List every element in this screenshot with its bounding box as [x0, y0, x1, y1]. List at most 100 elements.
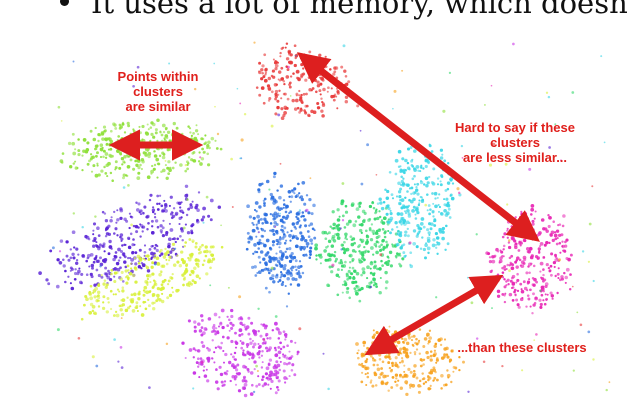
- scatter-point: [316, 106, 321, 110]
- scatter-point: [72, 60, 75, 63]
- scatter-point: [283, 241, 287, 245]
- scatter-point: [269, 387, 272, 390]
- scatter-point: [293, 192, 296, 195]
- scatter-point: [433, 344, 437, 349]
- scatter-point: [276, 363, 281, 368]
- scatter-point: [299, 195, 304, 199]
- scatter-point: [97, 173, 101, 177]
- scatter-point: [280, 77, 284, 81]
- scatter-point: [326, 90, 329, 93]
- scatter-point: [274, 369, 278, 373]
- scatter-point: [252, 252, 255, 255]
- scatter-point: [153, 280, 157, 284]
- scatter-point: [413, 364, 417, 368]
- scatter-point: [298, 219, 301, 222]
- scatter-point: [539, 261, 544, 266]
- scatter-point: [539, 289, 542, 293]
- scatter-point: [150, 265, 154, 269]
- scatter-point: [272, 277, 275, 280]
- scatter-point: [395, 195, 399, 198]
- scatter-point: [291, 277, 296, 281]
- scatter-point: [130, 215, 134, 219]
- scatter-point: [113, 271, 117, 275]
- scatter-point: [182, 152, 187, 156]
- scatter-point: [392, 107, 394, 110]
- scatter-point: [214, 330, 218, 334]
- scatter-point: [410, 192, 413, 196]
- scatter-point: [122, 186, 126, 189]
- scatter-point: [401, 204, 406, 208]
- scatter-point: [519, 282, 523, 286]
- scatter-point: [273, 211, 278, 215]
- scatter-point: [340, 268, 344, 272]
- scatter-point: [419, 170, 422, 173]
- scatter-point: [128, 152, 133, 157]
- scatter-point: [554, 123, 557, 126]
- scatter-point: [110, 269, 114, 272]
- scatter-point: [285, 239, 288, 242]
- scatter-point: [376, 367, 381, 372]
- scatter-point: [92, 289, 97, 293]
- scatter-point: [440, 374, 444, 378]
- scatter-point: [396, 340, 401, 345]
- scatter-point: [262, 199, 266, 202]
- scatter-point: [151, 244, 154, 248]
- scatter-point: [253, 41, 256, 44]
- scatter-point: [361, 267, 366, 271]
- scatter-point: [554, 258, 559, 262]
- scatter-point: [275, 252, 278, 255]
- scatter-point: [257, 383, 261, 386]
- scatter-point: [166, 130, 171, 134]
- scatter-point: [257, 255, 261, 259]
- scatter-point: [291, 265, 295, 269]
- scatter-point: [60, 120, 63, 122]
- scatter-point: [161, 123, 166, 128]
- scatter-point: [167, 172, 171, 176]
- scatter-point: [498, 261, 501, 264]
- scatter-point: [362, 340, 367, 345]
- scatter-point: [322, 87, 326, 92]
- scatter-point: [251, 228, 256, 233]
- scatter-point: [428, 175, 431, 179]
- scatter-point: [185, 193, 189, 197]
- scatter-point: [169, 228, 174, 232]
- scatter-point: [551, 238, 555, 243]
- scatter-point: [210, 330, 214, 334]
- scatter-point: [298, 274, 302, 279]
- scatter-point: [112, 257, 116, 262]
- scatter-point: [376, 363, 379, 367]
- scatter-point: [234, 346, 238, 349]
- scatter-point: [262, 257, 266, 261]
- scatter-point: [447, 376, 450, 379]
- scatter-point: [90, 170, 94, 173]
- scatter-point: [588, 222, 592, 226]
- scatter-point: [402, 184, 405, 188]
- scatter-point: [293, 63, 297, 68]
- scatter-point: [550, 252, 554, 256]
- scatter-point: [202, 151, 206, 154]
- scatter-point: [266, 84, 271, 88]
- scatter-point: [260, 323, 263, 326]
- bullet-dot-icon: [60, 0, 69, 6]
- scatter-point: [153, 212, 157, 216]
- scatter-point: [59, 239, 64, 243]
- scatter-point: [264, 346, 269, 350]
- scatter-point: [195, 361, 199, 365]
- scatter-point: [406, 227, 409, 231]
- scatter-point: [358, 299, 362, 303]
- scatter-point: [422, 377, 426, 380]
- scatter-point: [394, 361, 398, 365]
- scatter-point: [400, 223, 403, 226]
- scatter-point: [427, 375, 430, 378]
- scatter-point: [133, 135, 135, 138]
- scatter-point: [240, 333, 244, 336]
- scatter-point: [243, 325, 247, 329]
- scatter-point: [274, 391, 278, 395]
- scatter-point: [89, 153, 93, 156]
- scatter-point: [349, 272, 352, 275]
- scatter-point: [104, 219, 109, 223]
- scatter-point: [156, 202, 159, 206]
- scatter-point: [380, 367, 384, 370]
- scatter-point: [96, 226, 100, 230]
- scatter-point: [135, 201, 138, 205]
